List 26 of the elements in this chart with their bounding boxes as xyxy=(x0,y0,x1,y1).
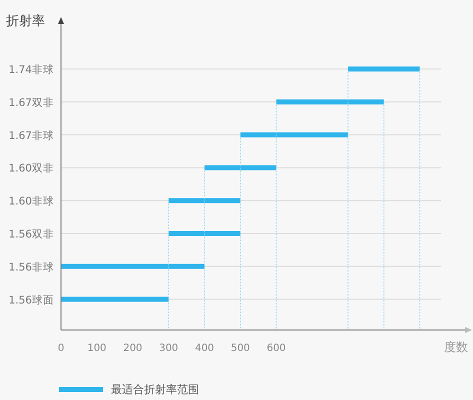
y-tick-label: 1.67双非 xyxy=(8,96,54,109)
bar xyxy=(168,231,240,236)
y-tick-label: 1.56球面 xyxy=(8,293,54,306)
y-tick-label: 1.74非球 xyxy=(8,63,54,76)
bar xyxy=(61,264,205,269)
bar xyxy=(276,99,384,104)
bar xyxy=(204,165,276,170)
bar xyxy=(348,66,420,72)
x-tick-label: 400 xyxy=(194,343,214,354)
legend-label: 最适合折射率范围 xyxy=(111,383,199,396)
x-tick-label: 500 xyxy=(230,343,250,354)
x-tick-label: 200 xyxy=(123,343,142,354)
x-tick-label: 300 xyxy=(159,343,178,354)
y-tick-label: 1.60非球 xyxy=(8,194,54,208)
bar xyxy=(168,198,240,204)
x-axis-title: 度数 xyxy=(444,340,468,354)
bar xyxy=(61,296,169,302)
x-tick-label: 600 xyxy=(266,343,286,354)
x-tick-label: 0 xyxy=(58,343,64,354)
y-tick-label: 1.67非球 xyxy=(8,128,54,142)
x-tick-label: 100 xyxy=(87,343,106,354)
y-axis-title: 折射率 xyxy=(6,13,45,29)
y-tick-label: 1.56非球 xyxy=(8,260,54,274)
y-tick-label: 1.56双非 xyxy=(8,228,54,240)
y-tick-label: 1.60双非 xyxy=(8,162,54,175)
bar xyxy=(240,132,348,138)
